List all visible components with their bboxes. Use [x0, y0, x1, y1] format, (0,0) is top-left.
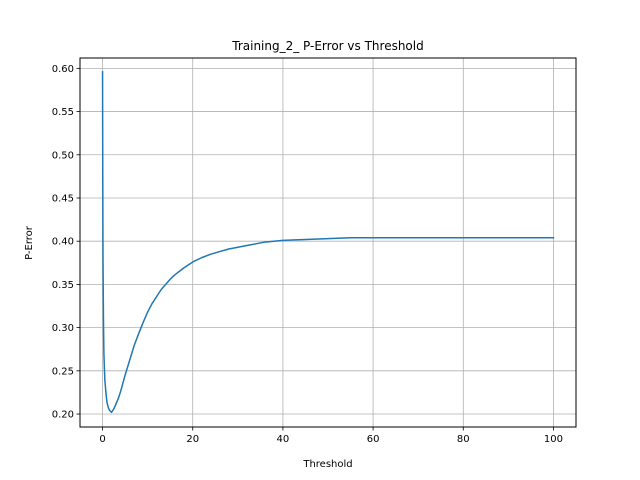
plot-area-frame — [79, 57, 577, 428]
y-tick-label: 0.55 — [52, 107, 74, 118]
grid-lines — [80, 58, 576, 427]
x-axis-label: Threshold — [302, 459, 352, 470]
x-tick-label: 20 — [186, 434, 199, 445]
x-tick-label: 40 — [277, 434, 290, 445]
y-axis-ticks: 0.20 0.25 0.30 0.35 0.40 0.45 0.50 0.55 0.60 — [52, 64, 80, 421]
y-tick-label: 0.35 — [52, 280, 74, 291]
y-tick-label: 0.45 — [52, 193, 74, 204]
y-tick-label: 0.30 — [52, 323, 74, 334]
y-tick-label: 0.50 — [52, 150, 74, 161]
y-tick-label: 0.60 — [52, 64, 74, 75]
y-tick-label: 0.20 — [52, 410, 74, 421]
chart-title: Training_2_ P-Error vs Threshold — [231, 39, 423, 53]
x-tick-label: 100 — [544, 434, 563, 445]
x-tick-label: 60 — [367, 434, 380, 445]
y-tick-label: 0.40 — [52, 237, 74, 248]
y-axis-label: P-Error — [24, 225, 35, 260]
x-axis-ticks: 0 20 40 60 80 100 — [99, 427, 563, 445]
y-tick-label: 0.25 — [52, 366, 74, 377]
series-layer — [101, 71, 555, 414]
x-tick-label: 80 — [457, 434, 470, 445]
x-tick-label: 0 — [99, 434, 105, 445]
p-error-series-line — [101, 71, 555, 414]
